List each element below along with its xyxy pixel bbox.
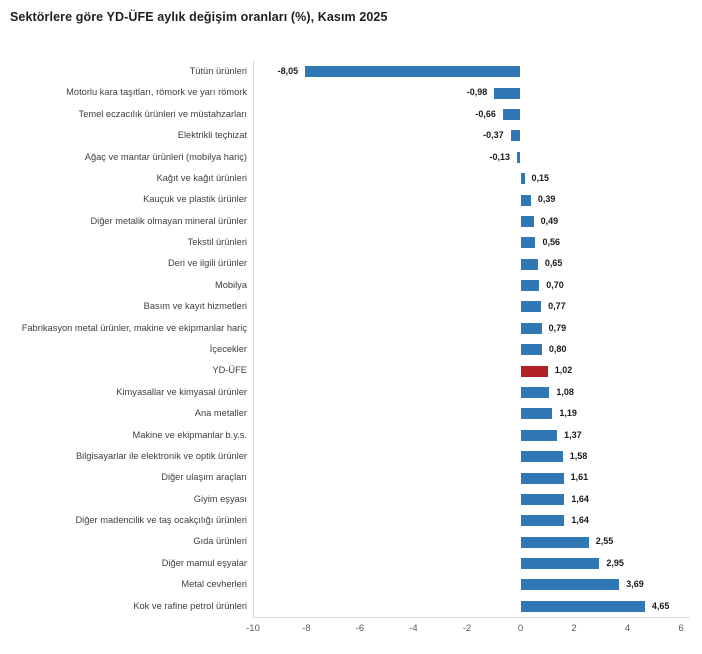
value-label: 0,70	[546, 279, 564, 290]
category-label: Temel eczacılık ürünleri ve müstahzarlar…	[78, 108, 247, 119]
value-label: 1,02	[554, 365, 573, 376]
bar	[520, 515, 565, 527]
value-label: -8,05	[277, 66, 299, 76]
value-label: 1,37	[564, 429, 582, 440]
value-label: 1,64	[571, 515, 589, 526]
bar	[520, 536, 589, 548]
value-label: 0,80	[548, 344, 567, 354]
x-tick-label: 0	[517, 623, 524, 634]
value-label: 4,65	[651, 600, 670, 611]
value-label: -0,13	[489, 151, 511, 162]
category-label: Elektrikli teçhizat	[177, 130, 247, 141]
x-tick-label: -10	[246, 623, 260, 634]
bar	[520, 493, 565, 505]
bar	[305, 66, 521, 78]
x-axis-line	[253, 617, 690, 618]
value-label: 2,95	[606, 557, 624, 568]
value-label: 1,58	[569, 450, 588, 461]
bar	[502, 108, 521, 120]
bar	[520, 472, 564, 484]
category-label: Deri ve ilgili ürünler	[167, 258, 247, 269]
x-tick-label: -6	[355, 623, 365, 634]
category-label: Diğer madencilik ve taş ocakçılığı ürünl…	[75, 515, 247, 526]
value-label: 1,19	[559, 408, 577, 419]
value-label: 1,64	[571, 493, 589, 504]
bar	[520, 451, 563, 463]
category-label: Diğer ulaşım araçları	[161, 472, 247, 483]
category-label: Basım ve kayıt hizmetleri	[143, 301, 247, 312]
category-label: Ağaç ve mantar ürünleri (mobilya hariç)	[84, 151, 247, 162]
category-label: Bilgisayarlar ile elektronik ve optik ür…	[75, 450, 247, 461]
value-label: -0,37	[483, 130, 504, 141]
value-label: 3,69	[626, 579, 644, 590]
x-tick-label: 2	[571, 623, 577, 634]
value-label: 0,79	[548, 322, 567, 333]
category-label: Motorlu kara taşıtları, römork ve yarı r…	[66, 87, 247, 98]
category-label: Kimyasallar ve kimyasal ürünler	[116, 386, 247, 397]
bar	[520, 344, 542, 356]
category-label: Mobilya	[214, 279, 247, 290]
category-label: Diğer mamul eşyalar	[161, 557, 247, 568]
category-label: Kağıt ve kağıt ürünleri	[156, 172, 247, 183]
category-label: Giyim eşyası	[193, 493, 247, 504]
bar	[520, 579, 620, 591]
category-label: Fabrikasyon metal ürünler, makine ve eki…	[21, 322, 247, 333]
bar	[520, 386, 550, 398]
category-label: Gıda ürünleri	[193, 536, 247, 547]
value-label: 0,15	[531, 172, 550, 183]
category-label: Tekstil ürünleri	[187, 237, 247, 248]
bar	[520, 429, 558, 441]
value-label: 2,55	[595, 536, 614, 547]
value-label: 1,08	[556, 386, 574, 397]
bar	[520, 237, 536, 249]
bar	[520, 301, 542, 313]
bar	[520, 215, 534, 227]
bar	[517, 151, 521, 163]
value-label: -0,66	[475, 108, 496, 119]
bar	[520, 408, 553, 420]
category-label: Metal cevherleri	[181, 579, 247, 590]
category-label: Ana metaller	[194, 408, 247, 419]
bar	[510, 130, 521, 142]
x-tick-label: -4	[409, 623, 418, 634]
bar	[520, 194, 531, 206]
category-label: Kok ve rafine petrol ürünleri	[133, 600, 247, 611]
value-label: 1,61	[570, 472, 589, 483]
x-tick-label: 6	[678, 623, 684, 634]
category-label: Makine ve ekipmanlar b.y.s.	[132, 429, 247, 440]
x-tick-label: 4	[624, 623, 631, 634]
value-label: 0,65	[544, 258, 563, 269]
value-label: -0,98	[466, 87, 488, 98]
category-label: Kauçuk ve plastik ürünler	[143, 194, 247, 205]
value-label: 0,56	[542, 237, 560, 248]
x-tick-label: -2	[462, 623, 472, 634]
y-axis-line	[253, 61, 254, 617]
bar	[520, 365, 548, 377]
x-tick-label: -8	[302, 623, 311, 634]
bar	[494, 87, 521, 99]
value-label: 0,49	[540, 215, 559, 226]
bar	[520, 258, 538, 270]
category-label: Tütün ürünleri	[189, 66, 247, 76]
value-label: 0,39	[537, 194, 556, 205]
bar	[520, 600, 645, 612]
category-label: Diğer metalik olmayan mineral ürünler	[90, 215, 247, 226]
chart-title: Sektörlere göre YD-ÜFE aylık değişim ora…	[10, 10, 388, 24]
category-label: YD-ÜFE	[212, 365, 247, 376]
bar	[520, 322, 542, 334]
category-label: İçecekler	[209, 344, 247, 354]
bar	[520, 558, 600, 570]
bar	[520, 280, 540, 292]
bar	[520, 173, 525, 185]
value-label: 0,77	[548, 301, 566, 312]
